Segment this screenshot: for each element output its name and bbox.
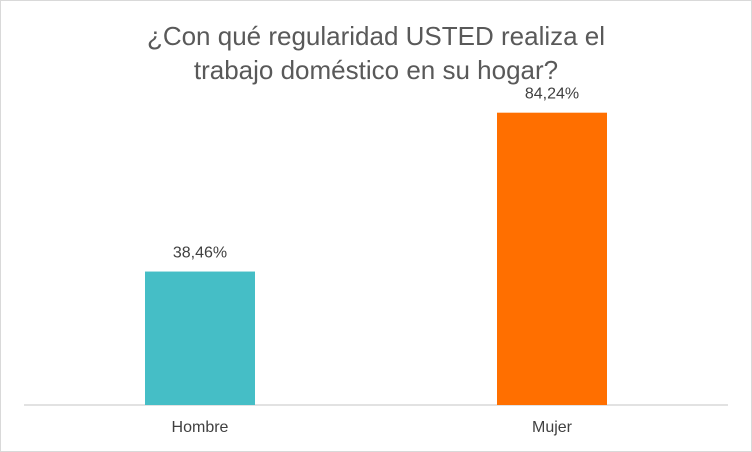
bars-group: [145, 112, 607, 406]
bar-mujer: [497, 112, 607, 406]
value-label-mujer: 84,24%: [525, 86, 579, 103]
bar-hombre: [145, 271, 255, 405]
category-label-mujer: Mujer: [532, 419, 573, 436]
value-labels-group: 38,46% 84,24%: [173, 86, 579, 262]
chart-title-line-1: ¿Con qué regularidad USTED realiza el: [146, 21, 606, 51]
value-label-hombre: 38,46%: [173, 245, 227, 262]
chart-title: ¿Con qué regularidad USTED realiza el tr…: [1, 19, 751, 87]
chart-title-line-2: trabajo doméstico en su hogar?: [193, 55, 559, 85]
category-label-hombre: Hombre: [172, 419, 229, 436]
category-labels-group: Hombre Mujer: [172, 419, 573, 436]
